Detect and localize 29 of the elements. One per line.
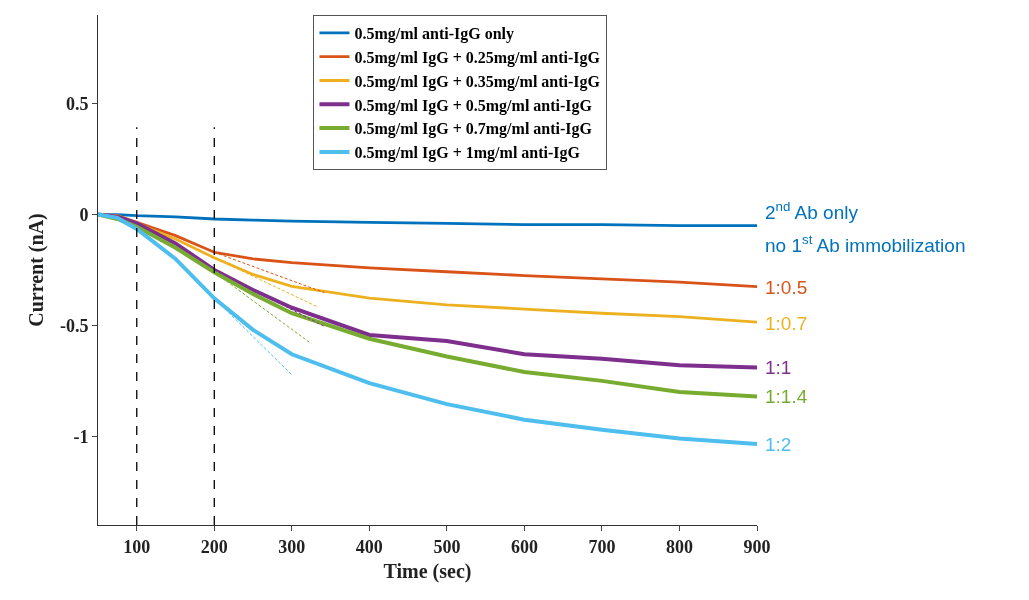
text: 1:2 <box>765 434 792 455</box>
x-tick-label: 600 <box>510 536 538 557</box>
legend-label: 0.5mg/ml anti-IgG only <box>354 25 515 44</box>
y-axis-title: Current (nA) <box>25 213 49 327</box>
legend-label: 0.5mg/ml IgG + 0.7mg/ml anti-IgG <box>354 120 593 139</box>
legend-label: 0.5mg/ml IgG + 1mg/ml anti-IgG <box>354 144 581 163</box>
x-tick-label: 300 <box>278 536 306 557</box>
y-tick-label: -0.5 <box>59 315 89 336</box>
legend-label: 0.5mg/ml IgG + 0.5mg/ml anti-IgG <box>354 96 593 115</box>
text: 1:1.4 <box>765 386 808 407</box>
line-series <box>98 212 757 447</box>
text: 1:1 <box>765 357 792 378</box>
text: 2$^{nd}$ Ab only <box>765 199 859 223</box>
x-tick-label: 400 <box>355 536 383 557</box>
x-axis-title: Time (sec) <box>383 560 472 584</box>
x-tick-label: 900 <box>743 536 771 557</box>
x-tick-label: 800 <box>665 536 693 557</box>
x-tick-label: 200 <box>200 536 228 557</box>
y-tick-label: 0 <box>79 204 89 225</box>
y-tick-label: 0.5 <box>65 94 89 114</box>
text: no 1$^{st}$ Ab immobilization <box>765 232 966 256</box>
text: 1:0.5 <box>765 277 808 298</box>
text: 1:0.7 <box>765 313 808 334</box>
legend-label: 0.5mg/ml IgG + 0.25mg/ml anti-IgG <box>354 48 601 67</box>
x-tick-label: 100 <box>123 536 151 557</box>
y-tick-label: -1 <box>73 426 89 447</box>
legend-label: 0.5mg/ml IgG + 0.35mg/ml anti-IgG <box>354 72 601 91</box>
x-tick-label: 500 <box>433 536 461 557</box>
x-tick-label: 700 <box>588 536 616 557</box>
